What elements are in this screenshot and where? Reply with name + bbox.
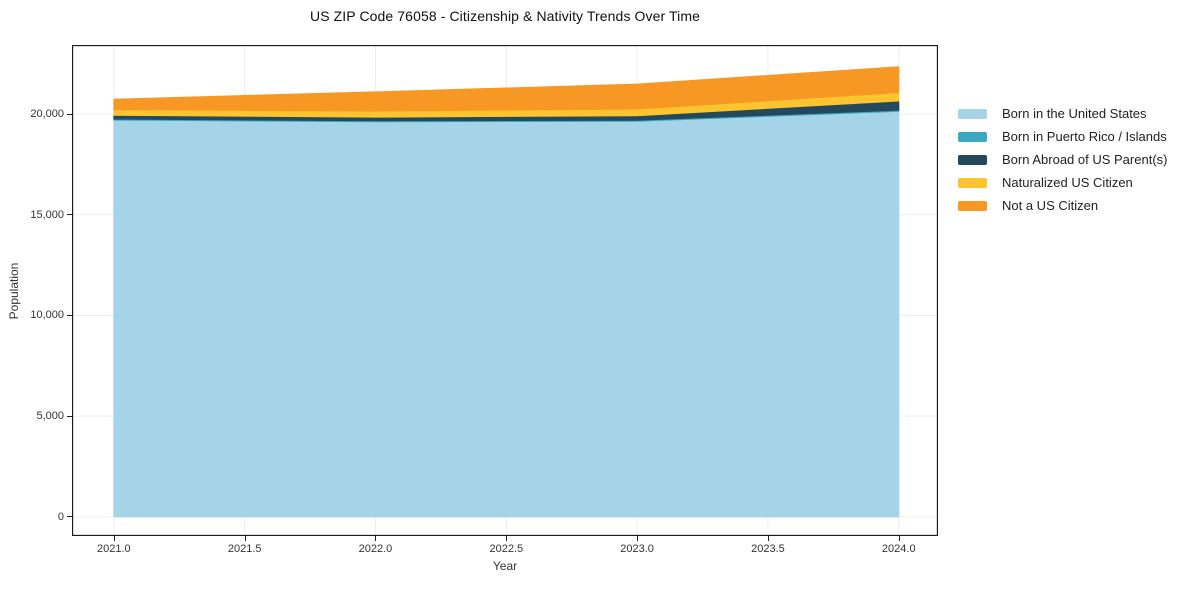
legend-swatch-icon [958,177,987,188]
legend-item-1[interactable]: Born in Puerto Rico / Islands [958,125,1167,148]
y-tick-mark [67,113,72,115]
x-tick-mark [375,536,377,541]
y-tick-mark [67,214,72,216]
x-tick-label: 2023.0 [620,543,654,555]
plot-border [72,45,938,536]
y-tick-mark [67,415,72,417]
x-tick-mark [244,536,246,541]
legend-label: Naturalized US Citizen [1002,175,1133,190]
y-axis-title: Population [7,262,21,320]
plot-area[interactable] [72,45,938,536]
legend-label: Not a US Citizen [1002,198,1099,213]
area-series-4[interactable] [113,66,900,112]
y-tick-label: 0 [57,510,64,523]
legend-swatch-icon [958,200,987,211]
legend-item-2[interactable]: Born Abroad of US Parent(s) [958,148,1167,171]
x-tick-label: 2021.0 [97,543,131,555]
area-series-0[interactable] [113,110,900,518]
y-tick-label: 5,000 [36,410,64,423]
y-tick-label: 20,000 [30,108,64,121]
legend: Born in the United States Born in Puerto … [958,102,1167,217]
legend-item-3[interactable]: Naturalized US Citizen [958,171,1167,194]
y-tick-mark [67,314,72,316]
legend-label: Born Abroad of US Parent(s) [1002,152,1168,167]
y-tick-mark [67,516,72,518]
legend-label: Born in Puerto Rico / Islands [1002,129,1167,144]
chart-title: US ZIP Code 76058 - Citizenship & Nativi… [309,8,701,24]
x-tick-label: 2024.0 [881,543,916,555]
x-tick-mark [767,536,769,541]
legend-swatch-icon [958,154,987,165]
x-tick-label: 2022.5 [489,543,524,555]
x-tick-mark [898,536,900,541]
x-axis-title: Year [492,559,518,573]
x-tick-mark [637,536,639,541]
legend-label: Born in the United States [1002,106,1147,121]
x-tick-mark [113,536,115,541]
y-tick-label: 15,000 [30,208,64,221]
legend-swatch-icon [958,108,987,119]
legend-item-4[interactable]: Not a US Citizen [958,194,1167,217]
x-tick-label: 2021.5 [227,543,262,555]
stacked-area-canvas[interactable] [72,45,938,536]
x-tick-label: 2022.0 [358,543,393,555]
x-tick-label: 2023.5 [751,543,785,555]
y-tick-label: 10,000 [30,309,64,322]
legend-item-0[interactable]: Born in the United States [958,102,1167,125]
x-tick-mark [506,536,508,541]
legend-swatch-icon [958,131,987,142]
